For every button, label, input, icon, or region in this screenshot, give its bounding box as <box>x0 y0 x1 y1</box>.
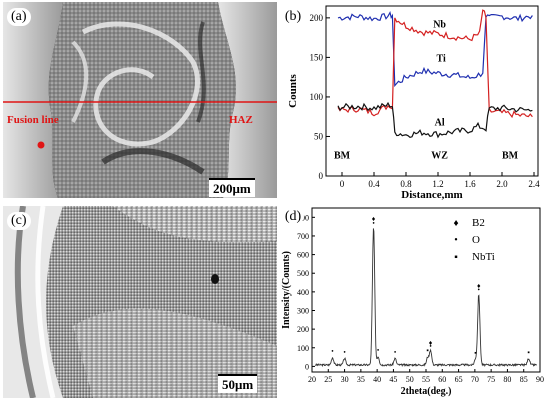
x-tick-label-b: 0.8 <box>400 179 412 189</box>
panel-d-label: (d) <box>285 209 302 224</box>
x-axis-label-b: Distance,mm <box>401 189 462 200</box>
x-tick-label-d: 75 <box>487 375 495 384</box>
x-tick-label-d: 60 <box>438 375 446 384</box>
x-tick-label-d: 25 <box>324 375 332 384</box>
annotation-nb: Nb <box>433 19 446 30</box>
legend-label: NbTi <box>472 251 495 263</box>
peak-marker: ▪ <box>426 346 429 354</box>
peak-marker: • <box>343 348 346 356</box>
chart-b: 0 0.4 0.8 1.2 1.6 2.0 2.4 0 50 100 150 200 Distance,… <box>282 5 540 200</box>
micrograph-c: (c) 50μm <box>3 206 277 398</box>
peak-marker: • <box>478 286 481 294</box>
y-axis-label-d: Intensity/(Counts) <box>281 251 292 329</box>
annotation-al: Al <box>435 117 445 128</box>
x-axis-label-d: 2theta(deg.) <box>401 386 452 397</box>
peak-marker: ♦ <box>477 282 481 290</box>
panel-c-label: (c) <box>7 212 31 230</box>
annotation-bm-right: BM <box>502 151 519 162</box>
y-tick-label-d: 300 <box>297 307 309 316</box>
legend-symbol: ▪ <box>454 252 458 263</box>
plot-frame-b <box>325 5 539 177</box>
peak-marker: • <box>394 348 397 356</box>
panel-a-label: (a) <box>7 8 31 26</box>
xrd-pattern-line <box>315 228 537 368</box>
y-tick-label-d: 0 <box>305 362 309 371</box>
y-tick-label-b: 50 <box>314 131 324 141</box>
y-tick-label-b: 200 <box>310 13 324 23</box>
micrograph-c-image <box>3 206 277 398</box>
peak-marker: • <box>331 347 334 355</box>
annotation-bm-left: BM <box>334 151 351 162</box>
panel-d-label-bg <box>282 206 304 224</box>
x-tick-label-b: 1.2 <box>432 179 443 189</box>
micrograph-a-image <box>3 2 277 198</box>
peak-marker: • <box>429 343 432 351</box>
x-tick-label-d: 80 <box>503 375 511 384</box>
y-tick-label-d: 500 <box>297 269 309 278</box>
series-line-al <box>337 101 533 139</box>
x-tick-label-d: 20 <box>308 375 316 384</box>
x-tick-label-b: 2.0 <box>496 179 508 189</box>
x-tick-label-d: 40 <box>373 375 381 384</box>
x-tick-label-d: 45 <box>389 375 397 384</box>
haz-label: HAZ <box>229 114 253 126</box>
peak-marker: ▪ <box>474 349 477 357</box>
x-tick-label-b: 1.6 <box>464 179 476 189</box>
y-tick-label-d: 700 <box>297 232 309 241</box>
peak-marker: • <box>372 220 375 228</box>
y-tick-label-d: 600 <box>297 251 309 260</box>
chart-d: 20 25 30 35 40 45 50 55 60 65 70 75 80 85 90 0 100 200 300… <box>281 206 544 397</box>
panel-b-label-bg <box>282 6 304 24</box>
series-line-ti <box>337 9 533 119</box>
legend-label: O <box>472 234 480 246</box>
x-tick-label-d: 85 <box>520 375 528 384</box>
y-tick-label-b: 150 <box>310 52 324 62</box>
x-tick-label-b: 2.4 <box>528 179 540 189</box>
series-line-nb <box>337 10 533 88</box>
y-axis-label-b: Counts <box>287 73 299 107</box>
legend-symbol: • <box>454 235 458 246</box>
legend-label: B2 <box>472 217 485 229</box>
y-tick-label-d: 200 <box>297 325 309 334</box>
fusion-line-marker <box>37 141 45 149</box>
scale-bar-c: 50μm <box>218 374 258 393</box>
y-tick-label-d: 100 <box>297 344 309 353</box>
x-tick-label-d: 90 <box>536 375 544 384</box>
x-tick-label-d: 70 <box>471 375 479 384</box>
y-tick-label-b: 0 <box>319 171 324 181</box>
legend-symbol: ♦ <box>453 218 458 229</box>
fusion-line-label: Fusion line <box>7 114 59 126</box>
y-tick-label-d: 400 <box>297 288 309 297</box>
panel-b-label: (b) <box>285 9 302 24</box>
annotation-wz: WZ <box>431 151 448 162</box>
peak-marker: ♦ <box>372 215 376 223</box>
x-tick-label-d: 55 <box>422 375 430 384</box>
y-tick-label-b: 100 <box>310 92 324 102</box>
x-tick-label-d: 65 <box>455 375 463 384</box>
annotation-ti: Ti <box>437 53 446 64</box>
micrograph-a: (a) Fusion line HAZ 200μm <box>3 2 277 198</box>
x-tick-label-d: 50 <box>406 375 414 384</box>
peak-marker: ▪ <box>527 348 530 356</box>
peak-marker: • <box>377 346 380 354</box>
x-tick-label-d: 30 <box>341 375 349 384</box>
peak-marker: ♦ <box>429 339 433 347</box>
x-tick-label-b: 0 <box>340 179 345 189</box>
x-tick-label-b: 0.4 <box>368 179 380 189</box>
x-tick-label-d: 35 <box>357 375 365 384</box>
scale-bar-a: 200μm <box>209 178 255 197</box>
